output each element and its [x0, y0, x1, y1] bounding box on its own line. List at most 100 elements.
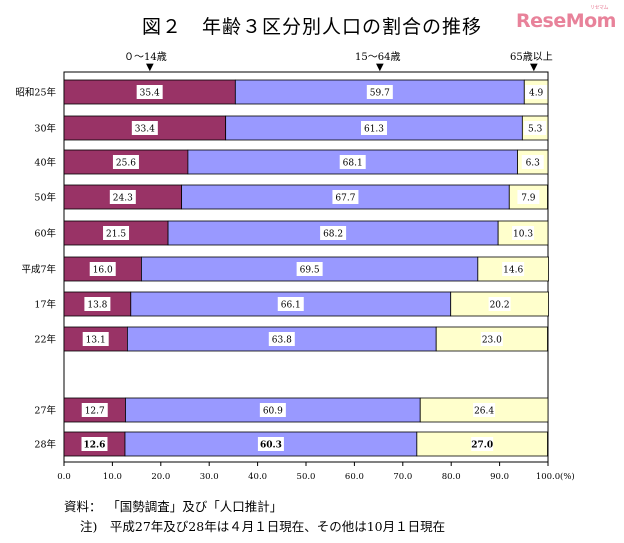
x-tick-label: 60.0: [345, 472, 364, 482]
logo-subtext: リセマム: [590, 5, 609, 11]
data-label: 4.9: [529, 89, 544, 99]
data-label: 21.5: [106, 230, 126, 240]
data-label: 14.6: [503, 266, 523, 276]
data-label-bg: [82, 332, 109, 346]
data-label: 63.8: [272, 336, 292, 346]
category-label: 28年: [34, 439, 56, 451]
category-label: 30年: [34, 123, 56, 135]
data-label-bg: [480, 332, 503, 346]
category-label: 17年: [34, 299, 56, 311]
data-label: 16.0: [93, 266, 113, 276]
data-label: 68.1: [343, 159, 363, 169]
footer-source: 資料： 「国勢調査」及び「人口推計」: [64, 496, 282, 515]
data-label-bg: [277, 297, 304, 311]
data-label-bg: [524, 121, 547, 135]
data-label-bg: [471, 437, 494, 451]
data-label-bg: [257, 437, 284, 451]
data-label-bg: [131, 121, 158, 135]
data-label: 12.7: [85, 407, 105, 417]
data-label: 66.1: [281, 301, 301, 311]
data-label-bg: [512, 226, 535, 240]
category-label: 50年: [34, 192, 56, 204]
x-tick-label: 30.0: [200, 472, 219, 482]
category-label: 平成7年: [21, 264, 56, 276]
data-label-bg: [296, 262, 323, 276]
data-label: 7.9: [521, 194, 536, 204]
data-label-bg: [268, 332, 295, 346]
group-label-young: ０～14歳: [124, 52, 167, 63]
data-label-bg: [81, 437, 108, 451]
logo-text: ReseMom: [516, 10, 616, 32]
note-text: 平成27年及び28年は４月１日現在、その他は10月１日現在: [109, 519, 446, 534]
footer-note: 注) 平成27年及び28年は４月１日現在、その他は10月１日現在: [80, 516, 445, 535]
data-label-bg: [502, 262, 525, 276]
data-label: 69.5: [300, 266, 320, 276]
data-label: 20.2: [490, 301, 510, 311]
data-label-bg: [332, 190, 359, 204]
data-label-bg: [361, 121, 388, 135]
data-label-bg: [320, 226, 347, 240]
data-label: 6.3: [526, 159, 541, 169]
data-label: 61.3: [364, 125, 384, 135]
data-label-bg: [81, 403, 108, 417]
data-label-bg: [112, 155, 139, 169]
note-label: 注): [80, 519, 98, 534]
data-label: 26.4: [474, 407, 494, 417]
data-label: 5.3: [528, 125, 543, 135]
data-label: 35.4: [140, 89, 160, 99]
data-label: 24.3: [113, 194, 133, 204]
x-tick-label: 40.0: [248, 472, 267, 482]
data-label-bg: [109, 190, 136, 204]
data-label: 59.7: [370, 89, 390, 99]
data-label: 60.3: [260, 441, 282, 451]
x-tick-label: 70.0: [393, 472, 412, 482]
data-label-bg: [517, 190, 540, 204]
data-label-bg: [521, 155, 544, 169]
data-label-bg: [525, 85, 548, 99]
data-label: 12.6: [84, 441, 106, 451]
marker-working-icon: ▼: [376, 62, 384, 73]
bar-segment: [450, 291, 549, 317]
chart-title: 図２ 年齢３区分別人口の割合の推移: [141, 16, 482, 38]
data-label-bg: [103, 226, 130, 240]
group-label-working: 15～64歳: [355, 52, 401, 63]
x-tick-label: 0.0: [57, 472, 71, 482]
x-tick-label: 20.0: [151, 472, 170, 482]
data-label-bg: [339, 155, 366, 169]
data-label: 33.4: [135, 125, 155, 135]
data-label: 13.8: [87, 301, 107, 311]
data-label-bg: [89, 262, 116, 276]
data-label-bg: [84, 297, 111, 311]
x-tick-label: 100.0: [536, 472, 560, 482]
resemom-logo: ReseMom リセマム: [516, 5, 616, 32]
group-label-old: 65歳以上: [510, 52, 553, 63]
category-label: 40年: [34, 157, 56, 169]
data-label: 68.2: [323, 230, 343, 240]
data-label-bg: [488, 297, 511, 311]
x-tick-label: 10.0: [103, 472, 122, 482]
data-label: 23.0: [482, 336, 502, 346]
data-label: 27.0: [471, 441, 493, 451]
data-label-bg: [136, 85, 163, 99]
marker-old-icon: ▼: [530, 62, 538, 73]
x-tick-label: 80.0: [442, 472, 461, 482]
bar-segment: [127, 326, 437, 352]
data-label: 25.6: [116, 159, 136, 169]
data-label-bg: [366, 85, 393, 99]
marker-young-icon: ▼: [146, 62, 154, 73]
data-label: 10.3: [513, 230, 533, 240]
data-label-bg: [259, 403, 286, 417]
category-label: 22年: [34, 334, 56, 346]
category-label: 27年: [34, 405, 56, 417]
data-label: 13.1: [86, 336, 106, 346]
category-label: 昭和25年: [15, 87, 56, 99]
category-label: 60年: [34, 228, 56, 240]
source-text: 「国勢調査」及び「人口推計」: [113, 499, 283, 514]
data-label: 67.7: [335, 194, 355, 204]
source-label: 資料：: [64, 499, 102, 514]
data-label: 60.9: [263, 407, 283, 417]
x-tick-label: 50.0: [297, 472, 316, 482]
x-unit-label: (%): [560, 471, 575, 482]
data-label-bg: [473, 403, 496, 417]
